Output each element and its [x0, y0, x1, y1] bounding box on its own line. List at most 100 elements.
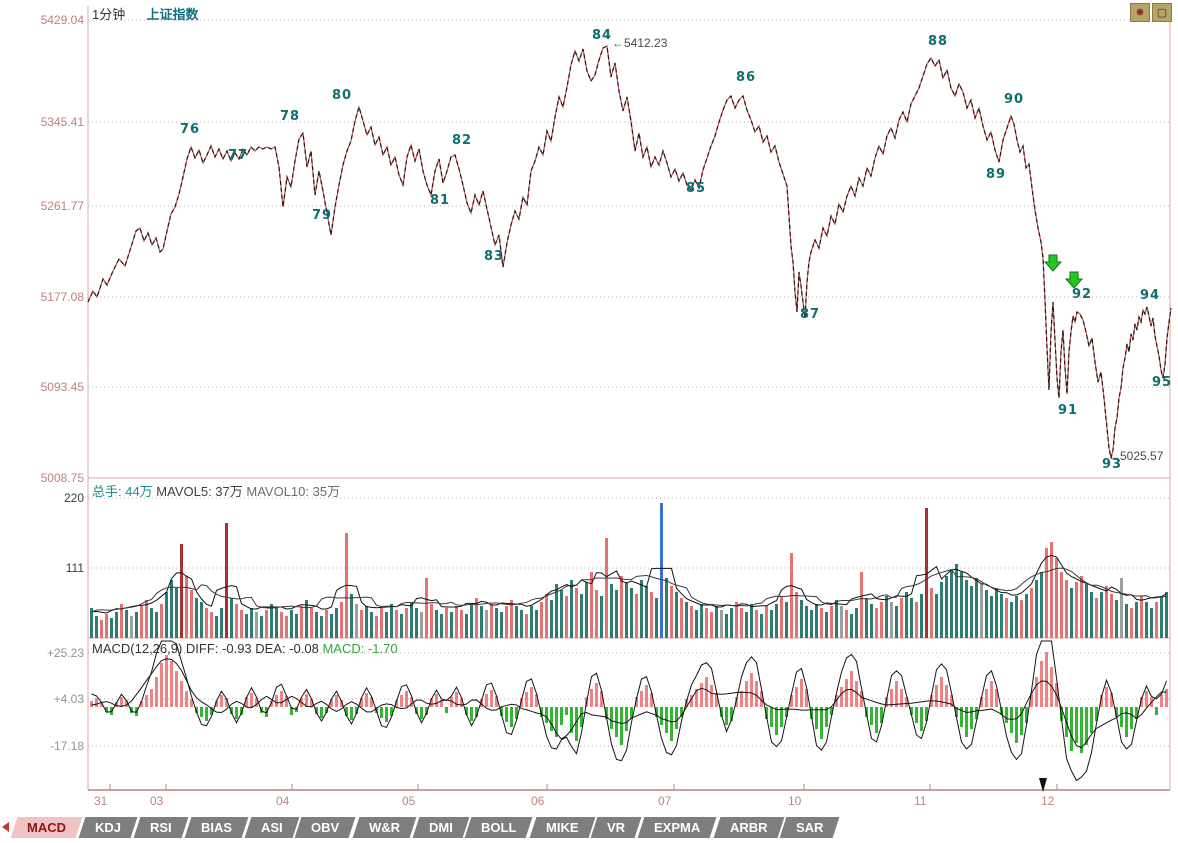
- tab-asi[interactable]: ASI: [244, 816, 299, 838]
- tab-arbr[interactable]: ARBR: [713, 816, 784, 838]
- macd-bar-positive: [305, 694, 308, 707]
- macd-bar-positive: [100, 703, 103, 707]
- volume-bar: [810, 610, 813, 638]
- volume-bar: [145, 600, 148, 638]
- pivot-label-78: 78: [280, 109, 301, 124]
- x-axis-label: 04: [276, 794, 290, 808]
- volume-bar: [1035, 580, 1038, 638]
- volume-bar: [945, 576, 948, 638]
- macd-bar-negative: [765, 707, 768, 719]
- volume-bar: [1125, 604, 1128, 638]
- volume-bar: [1120, 578, 1123, 638]
- tab-sar[interactable]: SAR: [779, 816, 841, 838]
- volume-bar: [680, 598, 683, 638]
- volume-bar: [295, 614, 298, 638]
- chart-canvas[interactable]: [0, 0, 1178, 812]
- pivot-label-91: 91: [1058, 403, 1079, 418]
- window-controls: ✸ ▢: [1130, 3, 1172, 22]
- tab-label: KDJ: [95, 819, 122, 835]
- sell-signal-arrow-icon: [1064, 271, 1084, 289]
- volume-bar: [1040, 572, 1043, 638]
- volume-bar: [975, 578, 978, 638]
- macd-bar-positive: [935, 685, 938, 707]
- tab-bias[interactable]: BIAS: [184, 816, 249, 838]
- volume-bar: [200, 602, 203, 638]
- volume-panel-legend: 总手: 44万 MAVOL5: 37万 MAVOL10: 35万: [92, 481, 340, 500]
- macd-bar-positive: [450, 697, 453, 707]
- macd-bar-positive: [890, 689, 893, 707]
- pivot-label-86: 86: [736, 70, 757, 85]
- tab-dmi[interactable]: DMI: [412, 816, 469, 838]
- tab-wr[interactable]: W&R: [352, 816, 417, 838]
- macd-bar-positive: [220, 695, 223, 707]
- volume-bar: [605, 538, 608, 638]
- pivot-label-94: 94: [1140, 288, 1161, 303]
- tab-rsi[interactable]: RSI: [133, 816, 189, 838]
- tab-macd[interactable]: MACD: [10, 816, 83, 838]
- volume-bar: [700, 604, 703, 638]
- volume-bar: [435, 610, 438, 638]
- macd-bar-positive: [190, 699, 193, 707]
- macd-bar-positive: [275, 695, 278, 707]
- pivot-label-90: 90: [1004, 92, 1025, 107]
- macd-bar-positive: [745, 681, 748, 707]
- macd-bar-positive: [310, 699, 313, 707]
- volume-bar: [645, 586, 648, 638]
- x-axis-label: 10: [788, 794, 802, 808]
- macd-bar-positive: [125, 700, 128, 707]
- tab-scroll-left-icon[interactable]: [2, 822, 9, 832]
- volume-bar: [325, 610, 328, 638]
- macd-bar-negative: [680, 707, 683, 717]
- volume-bar: [450, 612, 453, 638]
- volume-bar: [885, 596, 888, 638]
- volume-bar: [915, 602, 918, 638]
- volume-bar: [665, 578, 668, 638]
- volume-bar: [585, 582, 588, 638]
- volume-bar: [950, 570, 953, 638]
- volume-bar: [105, 614, 108, 638]
- tab-expma[interactable]: EXPMA: [638, 816, 718, 838]
- volume-bar: [920, 594, 923, 638]
- macd-bar-positive: [185, 691, 188, 707]
- volume-bar: [610, 584, 613, 638]
- macd-bar-negative: [955, 707, 958, 717]
- macd-bar-negative: [555, 707, 558, 737]
- volume-bar: [540, 602, 543, 638]
- volume-bar: [525, 614, 528, 638]
- restore-window-icon[interactable]: ▢: [1152, 3, 1172, 22]
- volume-bar: [350, 594, 353, 638]
- splash-icon[interactable]: ✸: [1130, 3, 1150, 22]
- tab-kdj[interactable]: KDJ: [78, 816, 138, 838]
- legend-text: MAVOL10: 35万: [246, 484, 341, 499]
- price-axis-label: 5008.75: [40, 471, 84, 485]
- tab-vr[interactable]: VR: [590, 816, 642, 838]
- pivot-label-79: 79: [312, 208, 333, 223]
- tab-mike[interactable]: MIKE: [529, 816, 595, 838]
- volume-bar: [1080, 576, 1083, 638]
- volume-bar: [335, 608, 338, 638]
- volume-bar: [130, 616, 133, 638]
- volume-bar: [845, 610, 848, 638]
- volume-bar: [300, 606, 303, 638]
- volume-bar: [560, 590, 563, 638]
- volume-bar: [655, 598, 658, 638]
- pivot-label-95: 95: [1152, 375, 1173, 390]
- macd-bar-positive: [695, 689, 698, 707]
- macd-bar-positive: [1165, 689, 1168, 707]
- macd-bar-negative: [465, 707, 468, 715]
- macd-axis-label: -17.18: [49, 739, 84, 753]
- volume-bar: [1155, 602, 1158, 638]
- macd-bar-positive: [760, 691, 763, 707]
- volume-bar: [1025, 594, 1028, 638]
- macd-bar-negative: [975, 707, 978, 719]
- tab-boll[interactable]: BOLL: [465, 816, 534, 838]
- volume-bar: [155, 612, 158, 638]
- macd-bar-negative: [1155, 707, 1158, 715]
- macd-bar-positive: [740, 691, 743, 707]
- volume-bar: [185, 576, 188, 638]
- tab-label: EXPMA: [654, 819, 701, 835]
- tab-obv[interactable]: OBV: [295, 816, 357, 838]
- macd-bar-positive: [535, 694, 538, 707]
- macd-bar-negative: [610, 707, 613, 729]
- macd-bar-negative: [235, 707, 238, 719]
